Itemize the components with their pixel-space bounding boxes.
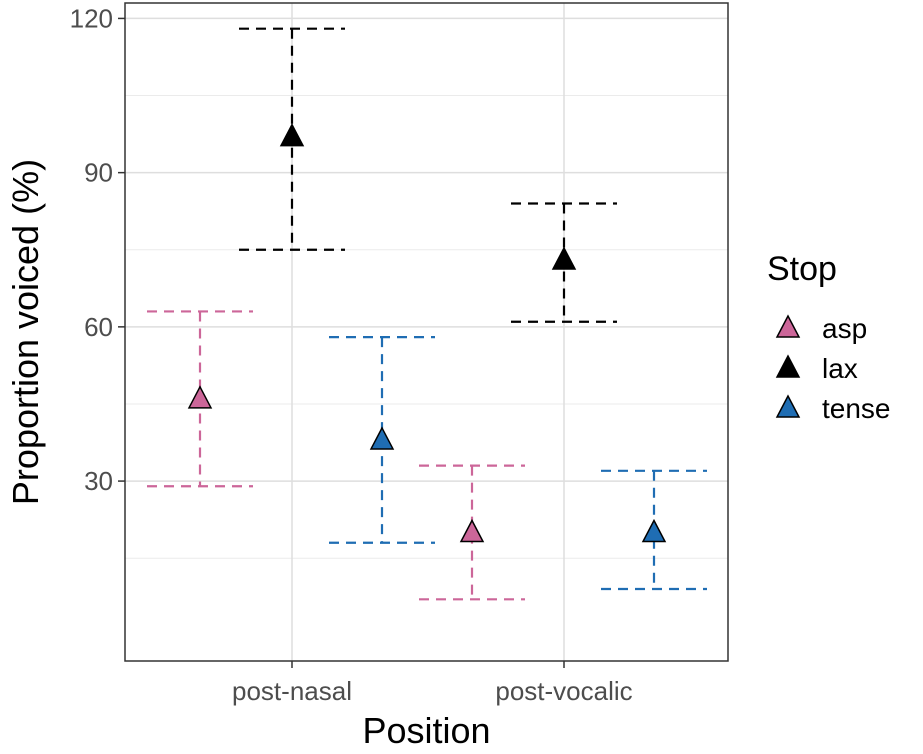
panel-background — [125, 3, 728, 661]
panel-border — [124, 2, 729, 662]
marks — [147, 27, 707, 601]
x-axis-title: Position — [362, 710, 490, 751]
data-point-tense — [369, 426, 395, 450]
data-point-asp — [187, 385, 213, 409]
legend-title: Stop — [767, 250, 837, 288]
x-tick-label: post-nasal — [232, 676, 352, 706]
y-tick-label: 120 — [70, 3, 113, 33]
legend-key-tense — [775, 394, 801, 418]
y-tick-label: 60 — [84, 312, 113, 342]
y-tick-label: 90 — [84, 158, 113, 188]
legend-key-lax — [775, 354, 801, 378]
data-point-lax — [279, 123, 305, 147]
y-axis-title: Proportion voiced (%) — [5, 159, 46, 505]
grid — [125, 3, 728, 661]
axes: 30 60 90 120 post-nasal post-vocalic — [70, 3, 633, 706]
data-point-asp — [459, 518, 485, 543]
legend: Stop asp lax tense — [767, 250, 891, 424]
data-point-lax — [551, 246, 577, 270]
legend-label-asp: asp — [822, 313, 867, 344]
legend-label-tense: tense — [822, 393, 891, 424]
y-tick-label: 30 — [84, 466, 113, 496]
legend-label-lax: lax — [822, 353, 858, 384]
legend-key-asp — [775, 314, 801, 338]
x-tick-label: post-vocalic — [495, 676, 632, 706]
data-point-tense — [641, 518, 667, 543]
